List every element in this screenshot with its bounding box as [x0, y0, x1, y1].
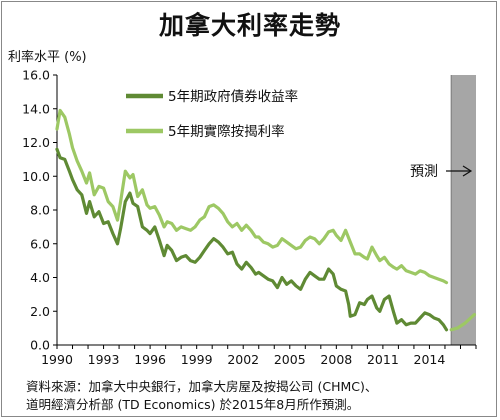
source-note-line-2: 道明經濟分析部 (TD Economics) 於2015年8月所作預測。: [26, 397, 360, 412]
y-tick-label: 0.0: [30, 338, 50, 353]
y-tick-label: 8.0: [30, 203, 50, 218]
y-tick-label: 12.0: [22, 135, 50, 150]
source-note-line-1: 資料來源：加拿大中央銀行，加拿大房屋及按揭公司 (CHMC)、: [26, 379, 378, 394]
forecast-arrow-head: [462, 165, 473, 177]
x-tick-label: 2008: [320, 352, 352, 367]
chart-title: 加拿大利率走勢: [158, 11, 341, 40]
x-tick-label: 1993: [88, 352, 120, 367]
x-tick-label: 2014: [414, 352, 446, 367]
y-tick-label: 16.0: [22, 68, 50, 83]
bond-yield-line: [55, 147, 449, 332]
bond-yield-forecast-line: [449, 313, 476, 332]
y-tick-label: 14.0: [22, 101, 50, 116]
legend-label: 5年期實際按揭利率: [168, 123, 285, 140]
source-note: 資料來源：加拿大中央銀行，加拿大房屋及按揭公司 (CHMC)、 道明經濟分析部 …: [26, 378, 496, 414]
forecast-label: 預測: [410, 164, 438, 180]
y-tick-label: 10.0: [22, 169, 50, 184]
x-tick-label: 1999: [181, 352, 213, 367]
x-tick-label: 2005: [274, 352, 306, 367]
y-tick-label: 2.0: [30, 304, 50, 319]
x-tick-label: 2011: [367, 352, 399, 367]
x-tick-label: 1990: [41, 352, 73, 367]
y-tick-label: 6.0: [30, 236, 50, 251]
legend-label: 5年期政府債券收益率: [168, 88, 298, 105]
x-tick-label: 2002: [227, 352, 259, 367]
x-tick-label: 1996: [134, 352, 166, 367]
forecast-region: [451, 75, 476, 345]
y-axis-label: 利率水平 (%): [8, 50, 87, 65]
mortgage-rate-line: [55, 108, 449, 285]
y-tick-label: 4.0: [30, 270, 50, 285]
